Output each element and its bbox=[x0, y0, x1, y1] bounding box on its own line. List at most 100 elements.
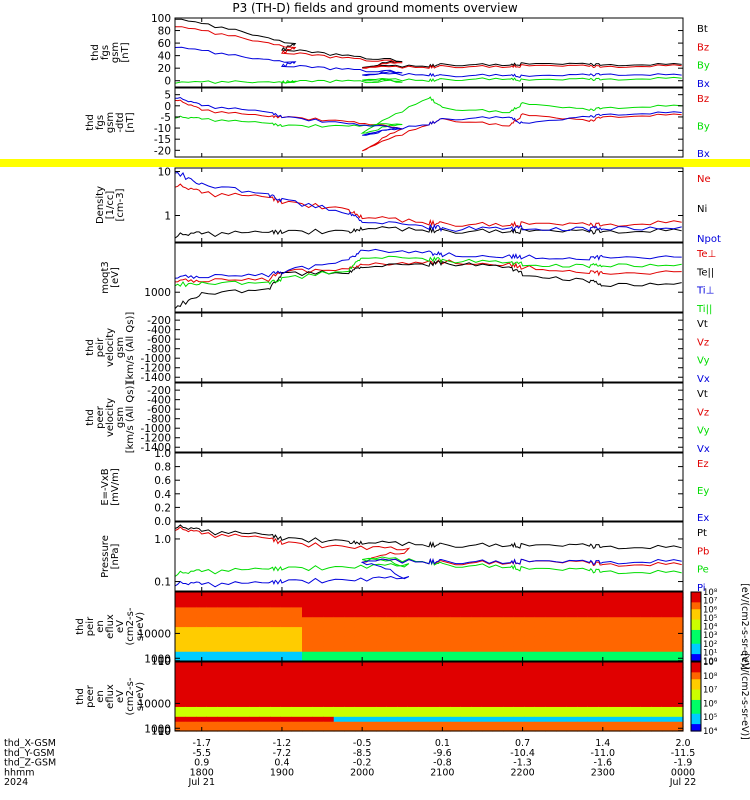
spectrogram-cell bbox=[333, 662, 345, 668]
spectrogram-cell bbox=[397, 676, 409, 683]
spectrogram-cell bbox=[481, 636, 494, 642]
spectrogram-cell bbox=[259, 611, 271, 618]
spectrogram-cell bbox=[333, 726, 345, 732]
spectrogram-cell bbox=[280, 621, 293, 628]
spectrogram-cell bbox=[566, 601, 578, 608]
spectrogram-cell bbox=[534, 701, 547, 707]
spectrogram-cell bbox=[249, 611, 261, 618]
spectrogram-cell bbox=[386, 611, 398, 618]
spectrogram-cell bbox=[291, 596, 303, 603]
y-tick-label: -1400 bbox=[140, 442, 171, 454]
spectrogram-cell bbox=[556, 686, 568, 693]
y-axis-label: en bbox=[95, 620, 106, 633]
spectrogram-cell bbox=[270, 606, 282, 613]
spectrogram-cell bbox=[270, 696, 282, 703]
spectrogram-cell bbox=[259, 711, 271, 717]
spectrogram-cell bbox=[323, 656, 335, 662]
spectrogram-cell bbox=[227, 596, 240, 603]
spectrogram-cell bbox=[460, 691, 472, 698]
spectrogram-cell bbox=[397, 616, 409, 623]
spectrogram-cell bbox=[365, 616, 377, 623]
spectrogram-cell bbox=[418, 706, 430, 712]
spectrogram-cell bbox=[333, 676, 345, 683]
spectrogram-cell bbox=[270, 686, 282, 693]
spectrogram-cell bbox=[471, 716, 483, 722]
spectrogram-cell bbox=[651, 596, 663, 603]
series-line-Bz bbox=[174, 26, 682, 69]
spectrogram-cell bbox=[344, 691, 356, 698]
spectrogram-cell bbox=[323, 671, 335, 678]
spectrogram-cell bbox=[661, 716, 674, 722]
spectrogram-cell bbox=[302, 596, 314, 603]
spectrogram-cell bbox=[651, 636, 663, 642]
spectrogram-cell bbox=[651, 701, 663, 707]
y-axis-label: Density bbox=[95, 186, 106, 224]
spectrogram-cell bbox=[333, 626, 345, 633]
colorbar-segment bbox=[691, 640, 701, 645]
spectrogram-cell bbox=[270, 716, 282, 722]
spectrogram-cell bbox=[471, 711, 483, 717]
spectrogram-cell bbox=[450, 636, 462, 642]
spectrogram-cell bbox=[640, 716, 652, 722]
spectrogram-cell bbox=[651, 711, 663, 717]
spectrogram-cell bbox=[481, 676, 494, 683]
spectrogram-cell bbox=[280, 601, 293, 608]
colorbar-segment bbox=[691, 609, 701, 614]
spectrogram-cell bbox=[376, 631, 388, 637]
spectrogram-cell bbox=[386, 681, 398, 688]
spectrogram-cell bbox=[513, 691, 525, 698]
spectrogram-cell bbox=[524, 686, 536, 693]
spectrogram-cell bbox=[333, 596, 345, 603]
spectrogram-cell bbox=[354, 666, 367, 673]
spectrogram-cell bbox=[365, 656, 377, 662]
spectrogram-cell bbox=[185, 651, 197, 657]
spectrogram-cell bbox=[492, 666, 504, 673]
spectrogram-cell bbox=[577, 621, 589, 628]
spectrogram-cell bbox=[608, 646, 621, 652]
spectrogram-cell bbox=[429, 596, 441, 603]
spectrogram-cell bbox=[608, 716, 621, 722]
spectrogram-cell bbox=[333, 631, 345, 637]
y-tick-label: 0.2 bbox=[154, 502, 171, 514]
panel-frame bbox=[174, 87, 684, 158]
x-axis-value: -1.6 bbox=[594, 758, 613, 769]
legend-entry: Vy bbox=[697, 356, 710, 367]
spectrogram-cell bbox=[661, 701, 674, 707]
spectrogram-cell bbox=[566, 646, 578, 652]
spectrogram-cell bbox=[651, 626, 663, 633]
y-axis-label: peer bbox=[95, 405, 106, 429]
spectrogram-cell bbox=[587, 662, 599, 668]
spectrogram-cell bbox=[397, 721, 409, 727]
spectrogram-cell bbox=[651, 631, 663, 637]
spectrogram-cell bbox=[492, 721, 504, 727]
spectrogram-cell bbox=[323, 606, 335, 613]
spectrogram-cell bbox=[175, 656, 187, 662]
spectrogram-cell bbox=[302, 601, 314, 608]
y-axis-label: sr-eV) bbox=[135, 612, 146, 641]
colorbar-segment bbox=[691, 703, 701, 708]
spectrogram-cell bbox=[238, 646, 250, 652]
colorbar-tick-label: 10⁶ bbox=[703, 605, 718, 615]
spectrogram-cell bbox=[439, 696, 451, 703]
spectrogram-cell bbox=[439, 701, 451, 707]
spectrogram-cell bbox=[450, 616, 462, 623]
spectrogram-cell bbox=[249, 621, 261, 628]
spectrogram-cell bbox=[429, 606, 441, 613]
spectrogram-cell bbox=[598, 631, 610, 637]
spectrogram-cell bbox=[661, 621, 674, 628]
colorbar-segment bbox=[691, 689, 701, 694]
spectrogram-cell bbox=[217, 726, 229, 732]
spectrogram-cell bbox=[217, 696, 229, 703]
spectrogram-cell bbox=[471, 641, 483, 647]
spectrogram-cell bbox=[270, 662, 282, 668]
spectrogram-cell bbox=[545, 721, 557, 727]
spectrogram-cell bbox=[460, 606, 472, 613]
spectrogram-cell bbox=[407, 641, 420, 647]
spectrogram-cell bbox=[302, 706, 314, 712]
spectrogram-cell bbox=[333, 606, 345, 613]
spectrogram-cell bbox=[397, 662, 409, 668]
spectrogram-cell bbox=[587, 611, 599, 618]
spectrogram-cell bbox=[439, 721, 451, 727]
spectrogram-cell bbox=[598, 606, 610, 613]
spectrogram-cell bbox=[481, 686, 494, 693]
